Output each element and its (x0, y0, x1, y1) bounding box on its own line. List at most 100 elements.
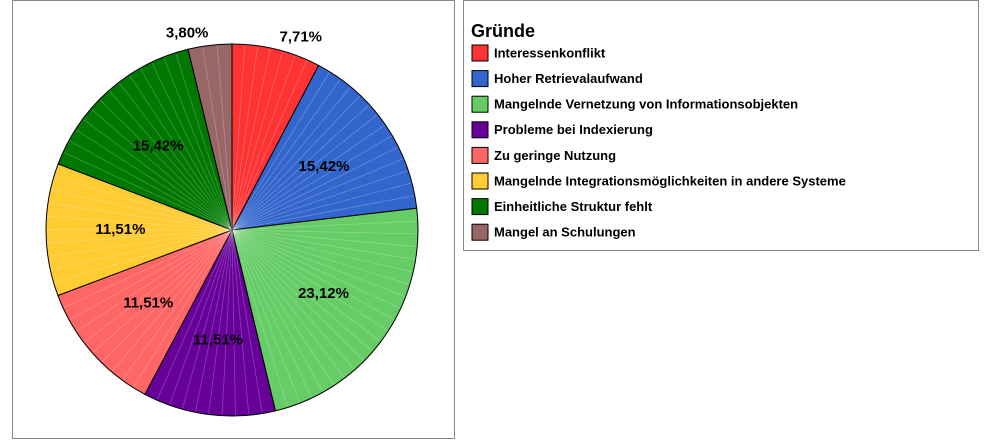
slice-shade (63, 229, 233, 308)
data-label: 11,51% (95, 221, 145, 238)
slice-shade (48, 202, 233, 231)
slice-shade (221, 229, 233, 415)
slice-shade (76, 129, 233, 231)
slice-shade (122, 229, 233, 380)
slice-shade (231, 220, 417, 231)
slice-shade (231, 229, 415, 260)
slice-shade (208, 229, 233, 414)
slice-shade (231, 135, 392, 231)
data-label: 11,51% (123, 295, 173, 312)
legend-swatch (471, 95, 489, 113)
slice-shade (69, 140, 233, 231)
slice-shade (47, 229, 233, 244)
slice-shade (51, 189, 233, 231)
slice-shade (231, 229, 312, 398)
slice-shade (231, 229, 345, 378)
slice-shade (231, 87, 351, 231)
legend-label: Mangel an Schulungen (494, 225, 636, 240)
slice-shade (119, 82, 233, 231)
slice-shade (231, 229, 355, 370)
slice-shade (109, 91, 233, 231)
slice-shade (76, 229, 233, 332)
legend-swatch (471, 146, 489, 164)
pie-slice (57, 48, 233, 231)
slice-shade (231, 79, 341, 231)
slice-shade (231, 229, 395, 320)
slice-shade (231, 229, 250, 415)
data-label: 3,80% (166, 24, 209, 41)
slice-shade (231, 146, 398, 231)
data-label: 15,42% (299, 158, 350, 175)
slice-shade (231, 229, 409, 285)
slice-shade (231, 229, 388, 331)
slice-shade (231, 229, 364, 361)
slice-shade (231, 229, 400, 309)
legend-label: Mangelnde Vernetzung von Informationsobj… (494, 97, 798, 112)
slice-shade (231, 229, 334, 385)
slice-shade (231, 95, 360, 231)
slice-shade (231, 158, 403, 231)
data-label: 7,71% (279, 29, 322, 46)
slice-shade (231, 60, 307, 231)
slice-shade (54, 229, 233, 283)
slice-shade (151, 62, 233, 231)
slice-shade (51, 229, 233, 270)
legend-swatch (471, 70, 489, 88)
slice-shade (102, 229, 233, 363)
slice-shade (231, 45, 246, 231)
slice-shade (231, 104, 369, 231)
slice-shade (91, 109, 233, 231)
slice-shade (231, 55, 296, 231)
pie-slice (231, 207, 419, 412)
slice-shade (140, 68, 233, 231)
slice-shade (231, 229, 373, 352)
slice-shade (157, 229, 233, 400)
slice-shade (231, 114, 378, 231)
slice-shade (111, 229, 233, 372)
slice-shade (231, 170, 408, 231)
legend-swatch (471, 172, 489, 190)
slice-shade (129, 75, 233, 231)
slice-shade (231, 229, 405, 297)
slice-shade (231, 195, 414, 231)
slice-shade (231, 229, 417, 248)
legend-swatch (471, 121, 489, 139)
legend-label: Interessenkonflikt (494, 45, 606, 60)
slice-shade (175, 53, 233, 231)
slice-shade (231, 48, 271, 231)
slice-shade (231, 51, 283, 231)
pie-slice (187, 43, 233, 231)
slice-shade (231, 182, 412, 231)
slice-shade (92, 229, 233, 353)
slice-shade (163, 57, 233, 231)
slice-shade (231, 229, 236, 415)
pie-slice (57, 229, 234, 396)
slice-shade (63, 152, 233, 231)
legend-label: Mangelnde Integrationsmöglichkeiten in a… (494, 173, 846, 188)
slice-shade (202, 47, 233, 231)
legend-label: Einheitliche Struktur fehlt (494, 199, 653, 214)
slice-shade (231, 229, 324, 392)
slice-shade (231, 229, 263, 413)
legend-frame (463, 0, 979, 251)
slice-shade (231, 229, 417, 235)
slice-shade (54, 176, 233, 231)
slice-shade (231, 229, 381, 342)
slice-shade (195, 229, 233, 412)
slice-shade (231, 72, 330, 231)
legend-swatch (471, 44, 489, 62)
pie-slice (45, 163, 234, 297)
slice-shade (48, 229, 233, 257)
slice-shade (231, 229, 288, 407)
slice-shade (231, 229, 300, 403)
legend-label: Hoher Retrievalaufwand (494, 71, 643, 86)
slice-shade (133, 229, 233, 387)
slice-shade (69, 229, 233, 320)
slice-shade (216, 45, 233, 231)
slice-shade (83, 119, 233, 231)
pie-slice (144, 228, 277, 417)
data-label: 23,12% (298, 285, 349, 302)
data-label: 15,42% (133, 137, 184, 154)
slice-shade (231, 46, 258, 231)
